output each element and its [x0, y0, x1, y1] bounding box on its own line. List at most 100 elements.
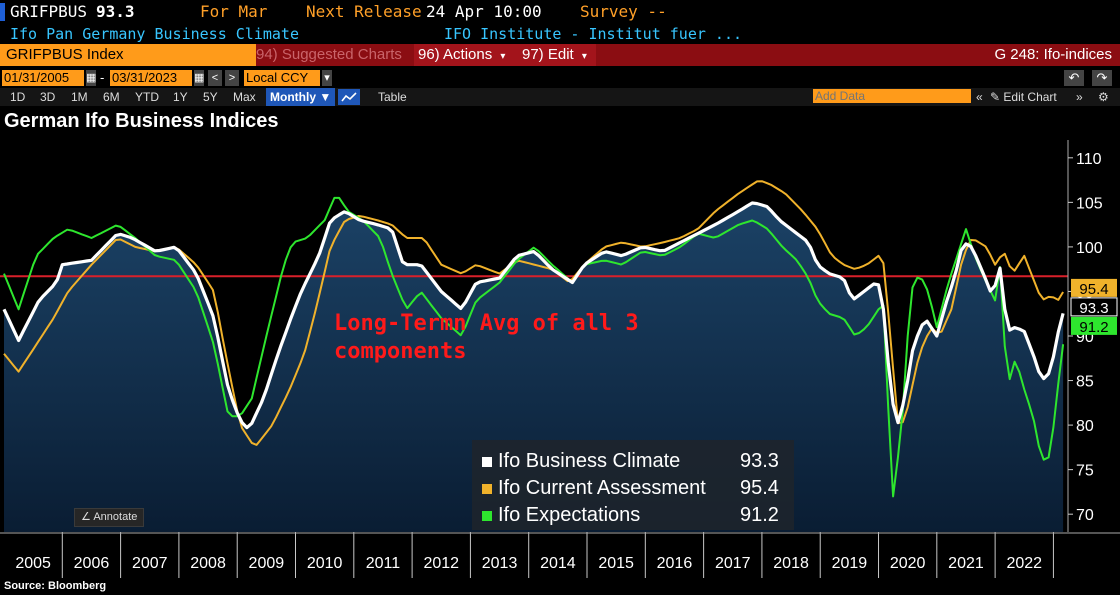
value-badge-text: 95.4 [1079, 281, 1108, 298]
value-badge-box [1071, 316, 1117, 335]
range-max[interactable]: Max [233, 90, 256, 104]
security-header: GRIFPBUS 93.3 For Mar Next Release 24 Ap… [0, 0, 1120, 24]
ifo-line-chart: 7075808590951001051102005200620072008200… [0, 136, 1120, 578]
survey-label: Survey -- [580, 2, 667, 21]
wrench-icon: ✎ [990, 90, 1001, 104]
range-1m[interactable]: 1M [71, 90, 88, 104]
x-tick-label: 2016 [657, 555, 693, 572]
legend-item-expectations[interactable]: Ifo Expectations 91.2 [472, 502, 794, 529]
previous-period-button[interactable]: < [208, 70, 222, 86]
expand-icon[interactable]: » [1076, 90, 1083, 104]
chart-legend: Ifo Business Climate 93.3 Ifo Current As… [472, 440, 794, 530]
x-tick-label: 2006 [74, 555, 110, 572]
last-value: 93.3 [96, 2, 135, 21]
range-toolbar: 1D 3D 1M 6M YTD 1Y 5Y Max Monthly ▼ Tabl… [0, 88, 1120, 106]
x-tick-label: 2022 [1006, 555, 1042, 572]
x-tick-label: 2018 [773, 555, 809, 572]
x-tick-label: 2005 [15, 555, 51, 572]
security-field[interactable]: GRIFPBUS Index [0, 44, 256, 66]
range-6m[interactable]: 6M [103, 90, 120, 104]
next-release-value: 24 Apr 10:00 [426, 2, 542, 21]
next-period-button[interactable]: > [225, 70, 239, 86]
y-tick-label: 100 [1076, 240, 1103, 257]
end-date-field[interactable]: 03/31/2023 [110, 70, 192, 86]
y-tick-label: 80 [1076, 418, 1094, 435]
suggested-charts-button[interactable]: 94) Suggested Charts [256, 46, 402, 63]
x-tick-label: 2021 [948, 555, 984, 572]
expectations-line [3, 196, 1065, 498]
periodicity-select[interactable]: Monthly ▼ [266, 88, 336, 106]
annotate-label: Annotate [93, 511, 138, 523]
source-note: Source: Bloomberg [4, 580, 107, 592]
start-date-field[interactable]: 01/31/2005 [2, 70, 84, 86]
collapse-icon[interactable]: « [976, 90, 983, 104]
legend-value: 91.2 [740, 504, 779, 526]
add-data-input[interactable] [813, 89, 971, 103]
actions-menu[interactable]: 96) Actions ▾ [414, 44, 518, 66]
value-badge-box [1070, 297, 1118, 317]
legend-label: Ifo Current Assessment [498, 477, 706, 499]
range-1y[interactable]: 1Y [173, 90, 188, 104]
value-badge-text: 93.3 [1079, 300, 1108, 317]
caret-down-icon: ▾ [581, 51, 587, 62]
range-ytd[interactable]: YTD [135, 90, 159, 104]
edit-menu[interactable]: 97) Edit ▾ [518, 44, 596, 66]
undo-button[interactable]: ↶ [1064, 70, 1084, 86]
legend-swatch [482, 511, 492, 521]
x-tick-label: 2019 [832, 555, 868, 572]
x-tick-label: 2013 [482, 555, 518, 572]
actions-label: 96) Actions [418, 46, 493, 63]
legend-item-current[interactable]: Ifo Current Assessment 95.4 [472, 475, 794, 502]
security-description: Ifo Pan Germany Business Climate IFO Ins… [0, 24, 1120, 44]
current-last-value-badge: 95.4 [1071, 278, 1117, 298]
currency-select[interactable]: Local CCY [244, 70, 320, 86]
periodicity-label: Monthly [270, 90, 316, 104]
x-tick-label: 2007 [132, 555, 168, 572]
range-3d[interactable]: 3D [40, 90, 56, 104]
climate-last-value-badge: 93.3 [1070, 297, 1118, 317]
range-1d[interactable]: 1D [10, 90, 26, 104]
x-tick-label: 2014 [540, 555, 576, 572]
range-5y[interactable]: 5Y [203, 90, 218, 104]
legend-value: 93.3 [740, 450, 779, 472]
climate-area-fill [4, 203, 1064, 532]
legend-swatch [482, 457, 492, 467]
ticker-label: GRIFPBUS [10, 2, 88, 21]
next-release-label: Next Release [306, 2, 422, 21]
settings-gear-icon[interactable]: ⚙ [1098, 90, 1109, 104]
y-tick-label: 110 [1076, 151, 1102, 168]
caret-down-icon[interactable]: ▾ [322, 70, 332, 86]
chart-title: German Ifo Business Indices [4, 110, 279, 132]
expectations-last-value-badge: 91.2 [1071, 316, 1117, 336]
function-code: G 248: Ifo-indices [994, 46, 1112, 63]
pencil-icon: ∠ [81, 511, 91, 523]
description-text: Ifo Pan Germany Business Climate [10, 25, 299, 43]
x-tick-label: 2009 [249, 555, 285, 572]
edit-chart-button[interactable]: ✎ Edit Chart [990, 88, 1057, 106]
source-org-text: IFO Institute - Institut fuer ... [444, 25, 743, 43]
y-tick-label: 105 [1076, 195, 1103, 212]
y-tick-label: 75 [1076, 463, 1094, 480]
business-climate-line [2, 201, 1065, 430]
edit-label: 97) Edit [522, 46, 574, 63]
period-label: For Mar [200, 2, 268, 21]
legend-swatch [482, 484, 492, 494]
redo-button[interactable]: ↷ [1092, 70, 1112, 86]
legend-label: Ifo Expectations [498, 504, 641, 526]
date-separator: - [100, 70, 105, 85]
calendar-icon[interactable]: ▦ [194, 70, 205, 86]
legend-value: 95.4 [740, 477, 779, 499]
value-badge-text: 91.2 [1079, 319, 1108, 336]
caret-down-icon: ▾ [500, 51, 506, 62]
line-chart-icon[interactable] [338, 89, 360, 105]
x-tick-label: 2012 [423, 555, 459, 572]
x-tick-label: 2020 [890, 555, 926, 572]
legend-label: Ifo Business Climate [498, 450, 681, 472]
calendar-icon[interactable]: ▦ [86, 70, 97, 86]
x-tick-label: 2017 [715, 555, 751, 572]
date-controls: 01/31/2005 ▦ - 03/31/2023 ▦ < > Local CC… [0, 68, 1120, 88]
table-view-button[interactable]: Table [378, 90, 407, 104]
y-tick-label: 70 [1076, 507, 1094, 524]
annotate-button[interactable]: ∠ Annotate [74, 508, 145, 527]
legend-item-climate[interactable]: Ifo Business Climate 93.3 [472, 448, 794, 475]
